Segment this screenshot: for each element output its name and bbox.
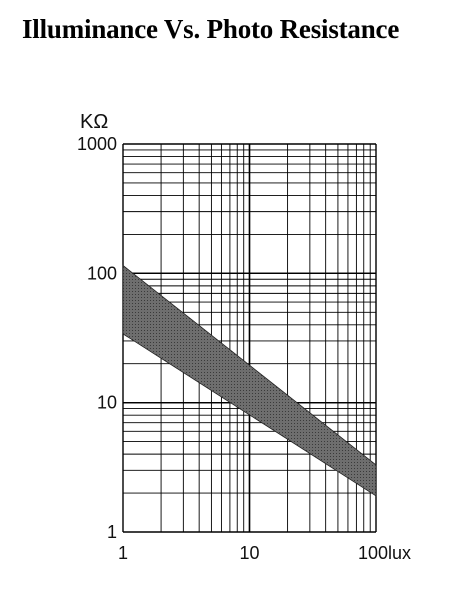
resistance-band: [122, 264, 377, 497]
y-tick-label: 1: [107, 522, 117, 542]
y-tick-label: 100: [87, 263, 117, 283]
x-tick-label: 1: [118, 543, 128, 563]
axis-ticks: 1 10 100 1000 1 10 100lux: [77, 134, 411, 563]
x-tick-label: 10: [239, 543, 259, 563]
y-axis-unit-label: KΩ: [80, 111, 108, 133]
chart-title: Illuminance Vs. Photo Resistance: [22, 14, 400, 44]
y-tick-label: 10: [97, 393, 117, 413]
y-tick-label: 1000: [77, 134, 117, 154]
x-tick-label: 100lux: [358, 543, 411, 563]
